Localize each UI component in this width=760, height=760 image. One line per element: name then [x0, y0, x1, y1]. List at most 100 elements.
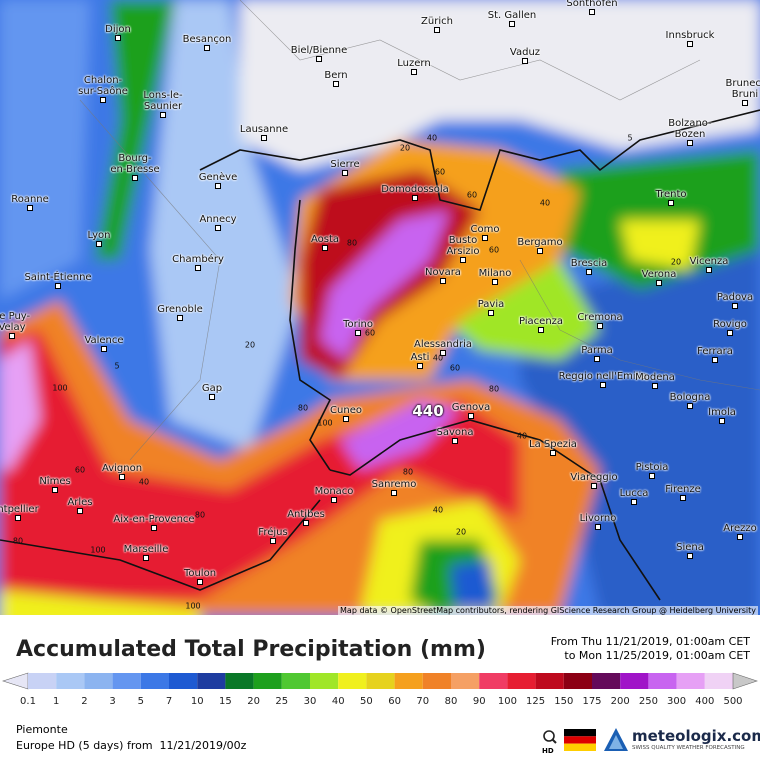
city-marker [742, 100, 748, 106]
zoom-icon[interactable] [540, 727, 580, 757]
city-marker [482, 235, 488, 241]
contour-label: 40 [432, 505, 444, 515]
city-marker [101, 346, 107, 352]
city-label: Roanne [11, 194, 49, 205]
hd-label: HD [542, 747, 554, 755]
city-marker [522, 58, 528, 64]
city-marker [719, 418, 725, 424]
colorbar-tick-label: 5 [138, 696, 144, 707]
legend-panel: Accumulated Total Precipitation (mm) Fro… [0, 615, 760, 760]
flag[interactable] [564, 729, 596, 751]
city-label: Lons-le- Saunier [143, 90, 183, 112]
colorbar-segment [112, 673, 141, 689]
city-marker [322, 245, 328, 251]
city-marker [391, 490, 397, 496]
city-label: Luzern [397, 58, 431, 69]
colorbar-tick-label: 100 [498, 696, 517, 707]
city-label: Vicenza [689, 256, 729, 267]
city-marker [737, 534, 743, 540]
colorbar: 0.1 1 2 3 5 7 10 15 20 25 30 40 50 60 70 80 90 100 125 150 1… [2, 672, 758, 707]
contour-label: 80 [297, 403, 309, 413]
city-marker [9, 333, 15, 339]
colorbar-segment [535, 673, 564, 689]
city-marker [143, 555, 149, 561]
city-label: Gap [201, 383, 223, 394]
city-marker [492, 279, 498, 285]
brand: meteologix.com [632, 727, 760, 745]
colorbar-tick-label: 175 [582, 696, 601, 707]
colorbar-tick-label: 10 [191, 696, 204, 707]
city-label: Sonthofen [566, 0, 618, 9]
contour-label: 60 [488, 245, 500, 255]
city-marker [597, 323, 603, 329]
regional-borders [79, 0, 760, 461]
city-marker [687, 403, 693, 409]
city-marker [594, 356, 600, 362]
city-marker [509, 21, 515, 27]
contour-label: 40 [426, 133, 438, 143]
colorbar-tick-label: 250 [639, 696, 658, 707]
colorbar-arrow-low [2, 672, 29, 690]
city-marker [631, 499, 637, 505]
city-marker [115, 35, 121, 41]
colorbar-tick-label: 90 [473, 696, 486, 707]
contour-label: 60 [434, 167, 446, 177]
contour-label: 40 [138, 477, 150, 487]
city-marker [100, 97, 106, 103]
colorbar-tick-label: 2 [81, 696, 87, 707]
city-marker [316, 56, 322, 62]
city-label: Reggio nell'Emilia [558, 371, 648, 382]
city-marker [687, 140, 693, 146]
city-label: Toulon [183, 568, 217, 579]
attribution: Map data © OpenStreetMap contributors, r… [338, 606, 758, 615]
colorbar-segment [56, 673, 85, 689]
colorbar-segment [281, 673, 310, 689]
contour-label: 60 [449, 363, 461, 373]
colorbar-tick-label: 500 [723, 696, 742, 707]
city-label: Bologna [669, 392, 711, 403]
city-marker [27, 205, 33, 211]
city-label: Nîmes [39, 476, 71, 487]
city-marker [343, 416, 349, 422]
city-label: Monaco [314, 486, 354, 497]
city-label: Chambéry [172, 254, 224, 265]
city-marker [595, 524, 601, 530]
city-marker [55, 283, 61, 289]
colorbar-segment [507, 673, 536, 689]
contour-label: 40 [539, 198, 551, 208]
city-label: Viareggio [570, 472, 618, 483]
city-marker [355, 330, 361, 336]
colorbar-segment [620, 673, 649, 689]
city-marker [160, 112, 166, 118]
city-label: Dijon [105, 24, 131, 35]
city-marker [586, 269, 592, 275]
city-label: Brunec- Bruni [725, 78, 760, 100]
contour-label: 20 [399, 143, 411, 153]
colorbar-tick-label: 15 [219, 696, 232, 707]
city-marker [209, 394, 215, 400]
city-label: Ferrara [697, 346, 733, 357]
city-label: Lyon [87, 230, 111, 241]
city-marker [270, 538, 276, 544]
city-marker [417, 363, 423, 369]
contour-label: 20 [670, 257, 682, 267]
city-label: Asti [410, 352, 430, 363]
city-label: Aix-en-Provence [113, 514, 195, 525]
city-marker [668, 200, 674, 206]
city-label: Vaduz [509, 47, 541, 58]
colorbar-segment [394, 673, 423, 689]
city-label: Verona [641, 269, 677, 280]
colorbar-segment [563, 673, 592, 689]
city-label: Chalon- sur-Saône [78, 75, 128, 97]
contour-label: 100 [52, 383, 68, 393]
city-label: Le Puy- Velay [0, 311, 31, 333]
city-label: Livorno [579, 513, 617, 524]
city-label: Como [470, 224, 500, 235]
logo-icon [604, 728, 628, 751]
city-marker [649, 473, 655, 479]
city-marker [591, 483, 597, 489]
city-label: Busto Arsizio [446, 235, 480, 257]
city-marker [261, 135, 267, 141]
colorbar-tick-label: 150 [554, 696, 573, 707]
city-marker [452, 438, 458, 444]
